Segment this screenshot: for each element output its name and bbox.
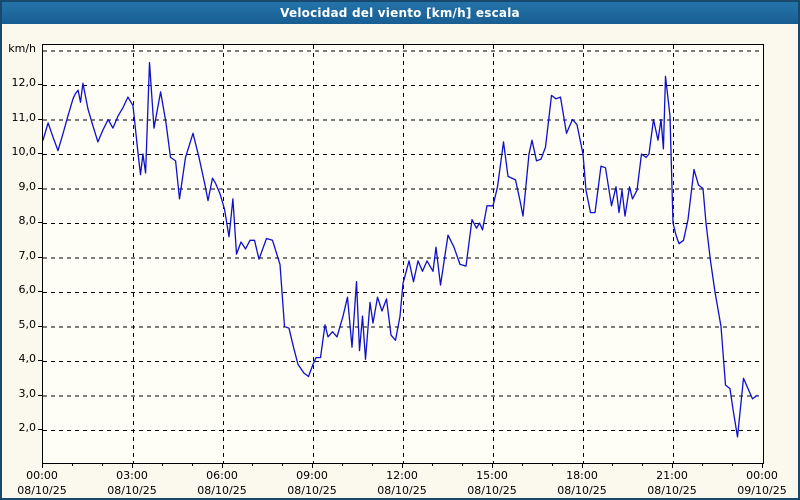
x-axis-date-label: 08/10/25 [647, 484, 697, 497]
y-axis-tick [38, 153, 42, 154]
x-axis-tick-label: 21:00 08/10/25 [632, 468, 712, 498]
chart-title: Velocidad del viento [km/h] escala [280, 6, 520, 20]
x-axis-date-label: 08/10/25 [557, 484, 607, 497]
x-axis-major-tick [672, 463, 673, 468]
x-axis-minor-tick [552, 463, 553, 466]
x-axis-date-label: 08/10/25 [197, 484, 247, 497]
x-axis-tick-label: 06:00 08/10/25 [182, 468, 262, 498]
x-axis-major-tick [762, 463, 763, 468]
x-axis-minor-tick [432, 463, 433, 466]
x-axis-time-label: 06:00 [206, 469, 238, 482]
y-axis-tick-label: 7,0 [18, 248, 37, 262]
x-axis-time-label: 18:00 [566, 469, 598, 482]
x-axis-minor-tick [252, 463, 253, 466]
y-axis-tick-label: 11,0 [11, 110, 37, 124]
plot-area [42, 44, 764, 464]
x-axis-tick-label: 18:00 08/10/25 [542, 468, 622, 498]
x-axis-major-tick [42, 463, 43, 468]
x-axis-major-tick [312, 463, 313, 468]
x-axis-minor-tick [342, 463, 343, 466]
y-axis-tick [38, 84, 42, 85]
x-axis-minor-tick [702, 463, 703, 466]
y-axis-tick [38, 360, 42, 361]
x-axis-minor-tick [102, 463, 103, 466]
x-axis-minor-tick [282, 463, 283, 466]
y-axis-tick [38, 429, 42, 430]
x-axis-time-label: 00:00 [26, 469, 58, 482]
x-axis-tick-label: 03:00 08/10/25 [92, 468, 172, 498]
x-axis-time-label: 09:00 [296, 469, 328, 482]
x-axis-major-tick [222, 463, 223, 468]
x-axis-tick-label: 09:00 08/10/25 [272, 468, 352, 498]
wind-speed-line-chart [43, 45, 763, 463]
x-axis-time-label: 00:00 [746, 469, 778, 482]
x-axis-time-label: 12:00 [386, 469, 418, 482]
x-axis-minor-tick [732, 463, 733, 466]
x-axis-minor-tick [372, 463, 373, 466]
x-axis-tick-label: 00:00 09/10/25 [722, 468, 798, 498]
x-axis-major-tick [582, 463, 583, 468]
x-axis-tick-label: 00:00 08/10/25 [2, 468, 82, 498]
y-axis-tick [38, 395, 42, 396]
x-axis-date-label: 08/10/25 [107, 484, 157, 497]
x-axis-minor-tick [162, 463, 163, 466]
y-axis-tick [38, 257, 42, 258]
y-axis-tick-label: 6,0 [18, 283, 37, 296]
wind-speed-series-line [43, 61, 758, 438]
x-axis-minor-tick [612, 463, 613, 466]
x-axis-date-label: 08/10/25 [377, 484, 427, 497]
x-axis-time-label: 15:00 [476, 469, 508, 482]
x-axis-date-label: 09/10/25 [737, 484, 787, 497]
x-axis-major-tick [402, 463, 403, 468]
y-axis-tick-label: 5,0 [18, 317, 37, 331]
y-axis-tick [38, 119, 42, 120]
x-axis-minor-tick [192, 463, 193, 466]
x-axis-date-label: 08/10/25 [17, 484, 67, 497]
y-axis-tick-label: 8,0 [18, 214, 37, 227]
x-axis-time-label: 21:00 [656, 469, 688, 482]
y-axis-unit-label: km/h [8, 41, 36, 55]
x-axis-major-tick [492, 463, 493, 468]
x-axis-date-label: 08/10/25 [287, 484, 337, 497]
y-axis-tick-label: 3,0 [18, 386, 37, 400]
y-axis-tick [38, 222, 42, 223]
x-axis-minor-tick [522, 463, 523, 466]
y-axis-tick [38, 291, 42, 292]
x-axis-tick-label: 15:00 08/10/25 [452, 468, 532, 498]
x-axis-date-label: 08/10/25 [467, 484, 517, 497]
x-axis-minor-tick [642, 463, 643, 466]
x-axis-minor-tick [72, 463, 73, 466]
y-axis-tick-label: 2,0 [18, 421, 37, 434]
y-axis-tick [38, 188, 42, 189]
x-axis-minor-tick [462, 463, 463, 466]
x-axis-tick-label: 12:00 08/10/25 [362, 468, 442, 498]
y-axis-tick [38, 326, 42, 327]
y-axis-tick-label: 4,0 [18, 352, 37, 365]
y-axis-tick-label: 12,0 [11, 76, 37, 89]
y-axis-tick-label: 9,0 [18, 179, 37, 193]
title-bar: Velocidad del viento [km/h] escala [2, 2, 798, 24]
x-axis-time-label: 03:00 [116, 469, 148, 482]
x-axis-major-tick [132, 463, 133, 468]
y-axis-tick-label: 10,0 [11, 145, 37, 158]
